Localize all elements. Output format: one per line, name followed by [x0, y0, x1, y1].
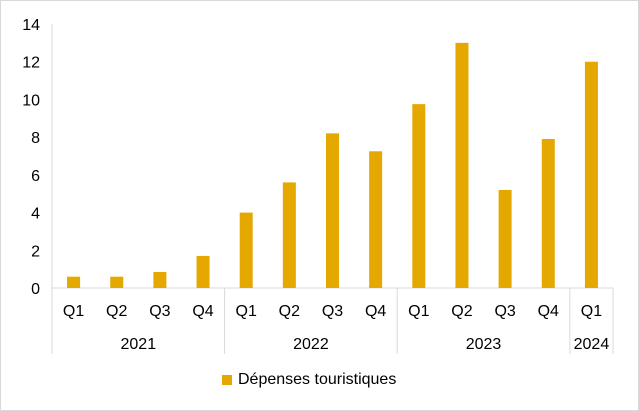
bar [584, 61, 598, 288]
bar [196, 255, 210, 288]
bar [67, 276, 81, 288]
x-tick-label: Q4 [192, 303, 213, 320]
x-tick-label: Q1 [581, 303, 602, 320]
bar [110, 276, 124, 288]
x-tick-label: Q3 [149, 303, 170, 320]
bar [369, 151, 383, 288]
y-tick-label: 6 [31, 168, 40, 185]
bar [541, 139, 555, 288]
bar [239, 212, 253, 288]
bar [326, 133, 339, 288]
year-group-label: 2022 [293, 336, 329, 353]
bar [412, 104, 426, 289]
legend-swatch [222, 375, 232, 385]
x-tick-label: Q2 [451, 303, 472, 320]
year-group-label: 2023 [466, 336, 502, 353]
x-tick-label: Q2 [279, 303, 300, 320]
year-group-label: 2024 [574, 336, 610, 353]
x-tick-label: Q2 [106, 303, 127, 320]
x-tick-label: Q1 [236, 303, 257, 320]
x-tick-label: Q1 [408, 303, 429, 320]
y-tick-label: 0 [31, 281, 40, 298]
bar [153, 271, 167, 288]
y-tick-label: 2 [31, 243, 40, 260]
y-tick-label: 14 [22, 17, 40, 34]
legend: Dépenses touristiques [222, 371, 396, 389]
bar [455, 42, 469, 288]
x-tick-label: Q3 [494, 303, 515, 320]
year-group-label: 2021 [121, 336, 157, 353]
bar [498, 189, 512, 288]
bar [282, 182, 296, 288]
x-tick-label: Q3 [322, 303, 343, 320]
x-tick-label: Q4 [365, 303, 386, 320]
y-tick-label: 4 [31, 206, 40, 223]
y-tick-label: 12 [22, 55, 40, 72]
y-tick-label: 10 [22, 92, 40, 109]
x-tick-label: Q1 [63, 303, 84, 320]
legend-label: Dépenses touristiques [238, 371, 397, 388]
x-tick-label: Q4 [538, 303, 559, 320]
y-tick-label: 8 [31, 130, 40, 147]
